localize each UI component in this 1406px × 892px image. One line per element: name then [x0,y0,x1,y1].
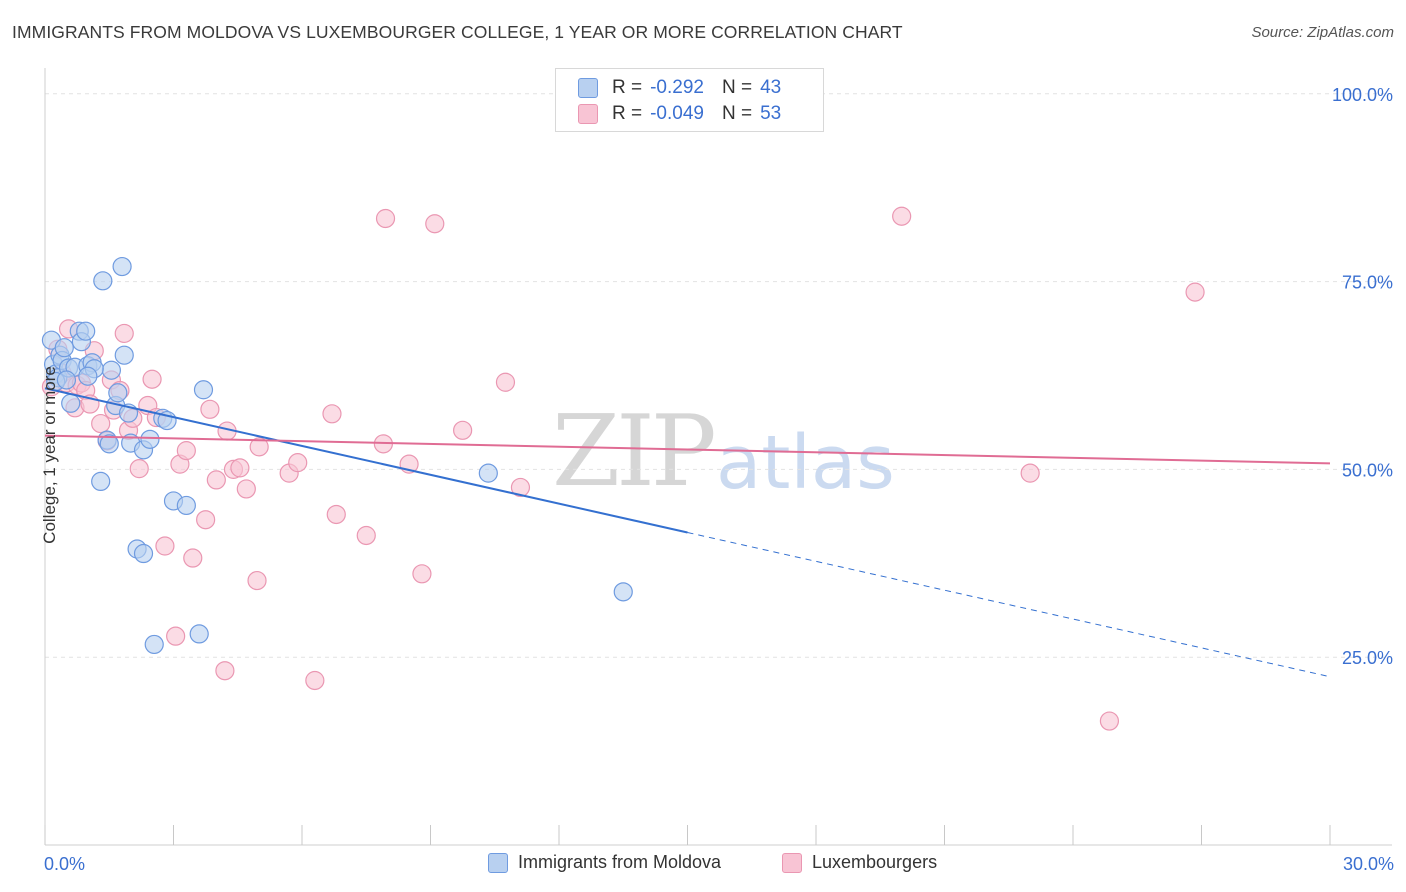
point-luxembourger [375,208,396,229]
point-luxembourger [206,470,226,490]
point-luxembourger [249,437,269,457]
point-luxembourger [305,670,325,691]
y-axis-title: College, 1 year or more [40,366,59,544]
legend-swatch-pink [578,104,598,124]
point-luxembourger [155,536,175,556]
point-luxembourger [412,564,432,584]
point-moldova [144,634,164,655]
y-tick-label: 75.0% [1342,273,1393,293]
point-luxembourger [166,626,186,646]
watermark-zip: ZIP [552,395,717,509]
point-luxembourger [114,323,134,344]
point-luxembourger [196,510,216,530]
legend-r-value: -0.049 [650,103,704,124]
point-moldova [189,624,209,644]
point-luxembourger [495,372,516,392]
chart-title: IMMIGRANTS FROM MOLDOVA VS LUXEMBOURGER … [12,22,903,42]
point-moldova [114,345,134,365]
point-moldova [112,256,132,277]
source-label: Source: ZipAtlas.com [1251,24,1394,41]
legend-r-value: -0.292 [650,77,704,98]
point-moldova [133,543,154,564]
point-luxembourger [356,525,376,546]
legend-r-label: R = [612,77,643,98]
point-moldova [99,434,119,454]
point-moldova [61,393,81,413]
legend-swatch-pink [782,852,802,873]
point-luxembourger [215,661,235,681]
legend-label-luxembourg: Luxembourgers [812,852,938,872]
point-luxembourger [230,458,250,478]
point-moldova [176,495,196,516]
point-luxembourger [326,504,346,525]
y-tick-label: 25.0% [1342,648,1393,668]
point-moldova [76,321,96,341]
point-luxembourger [142,369,162,389]
legend-row-moldova: R = -0.292 N = 43 [578,76,781,100]
x-tick-label: 30.0% [1343,854,1394,874]
point-luxembourger [288,453,308,473]
trendline-moldova [44,387,688,534]
correlation-legend: R = -0.292 N = 43 R = -0.049 N = 53 [555,68,824,132]
legend-n-value: 53 [760,103,782,124]
point-moldova [91,471,111,492]
legend-r-label: R = [612,103,643,124]
legend-label-moldova: Immigrants from Moldova [518,852,722,872]
legend-n-label: N = [721,103,753,124]
point-luxembourger [183,548,203,568]
point-moldova [193,380,214,400]
y-tick-label: 50.0% [1342,460,1393,480]
point-moldova [93,271,113,291]
point-luxembourger [1185,282,1205,302]
point-moldova [54,338,74,358]
point-moldova [478,463,498,483]
point-luxembourger [247,570,267,591]
point-luxembourger [322,404,342,424]
point-luxembourger [176,441,196,461]
point-luxembourger [91,413,111,434]
trendline-moldova-extension [687,532,1331,678]
legend-row-luxembourg: R = -0.049 N = 53 [578,102,781,126]
point-luxembourger [236,479,256,499]
legend-n-value: 43 [760,77,782,98]
point-moldova [101,360,121,380]
point-luxembourger [1099,711,1120,731]
point-moldova [613,582,633,602]
point-luxembourger [129,459,149,479]
point-luxembourger [200,399,220,419]
point-moldova [78,366,98,386]
point-luxembourger [425,214,445,234]
legend-n-label: N = [721,77,753,98]
point-moldova [56,370,77,390]
x-tick-label: 0.0% [44,854,85,874]
watermark-atlas: atlas [716,420,895,506]
y-tick-label: 100.0% [1332,85,1393,105]
bottom-legend-luxembourg[interactable]: Luxembourgers [782,852,937,873]
point-moldova [140,429,160,449]
legend-swatch-blue [488,852,508,873]
point-luxembourger [510,477,531,498]
point-luxembourger [453,420,473,440]
point-luxembourger [1020,463,1040,483]
legend-swatch-blue [578,78,598,98]
point-luxembourger [892,206,912,226]
point-moldova [108,383,128,403]
trendline-luxembourger [44,434,1331,465]
bottom-legend-moldova[interactable]: Immigrants from Moldova [488,852,721,873]
